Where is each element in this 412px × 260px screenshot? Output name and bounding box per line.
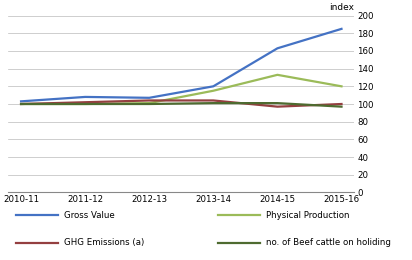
Physical Production (19, 102, 23, 106)
Physical Production (83, 102, 88, 106)
GHG Emissions (a) (211, 99, 216, 102)
Gross Value (19, 100, 23, 103)
GHG Emissions (a) (275, 105, 280, 108)
Text: Physical Production: Physical Production (266, 211, 349, 220)
GHG Emissions (a) (339, 102, 344, 106)
no. of Beef cattle on holiding (275, 102, 280, 105)
no. of Beef cattle on holiding (83, 102, 88, 106)
no. of Beef cattle on holiding (19, 102, 23, 106)
GHG Emissions (a) (83, 101, 88, 104)
Gross Value (275, 47, 280, 50)
Line: Physical Production: Physical Production (21, 75, 342, 104)
GHG Emissions (a) (19, 102, 23, 106)
GHG Emissions (a) (147, 99, 152, 102)
Physical Production (147, 102, 152, 105)
Text: index: index (329, 3, 354, 12)
Gross Value (147, 96, 152, 99)
Physical Production (339, 85, 344, 88)
Text: no. of Beef cattle on holiding: no. of Beef cattle on holiding (266, 238, 391, 247)
no. of Beef cattle on holiding (147, 102, 152, 106)
Line: Gross Value: Gross Value (21, 29, 342, 101)
Gross Value (211, 85, 216, 88)
no. of Beef cattle on holiding (339, 105, 344, 108)
Physical Production (275, 73, 280, 76)
Line: no. of Beef cattle on holiding: no. of Beef cattle on holiding (21, 103, 342, 107)
Physical Production (211, 89, 216, 92)
Text: Gross Value: Gross Value (64, 211, 115, 220)
Text: GHG Emissions (a): GHG Emissions (a) (64, 238, 144, 247)
Line: GHG Emissions (a): GHG Emissions (a) (21, 100, 342, 107)
Gross Value (339, 27, 344, 30)
Gross Value (83, 95, 88, 99)
no. of Beef cattle on holiding (211, 102, 216, 105)
